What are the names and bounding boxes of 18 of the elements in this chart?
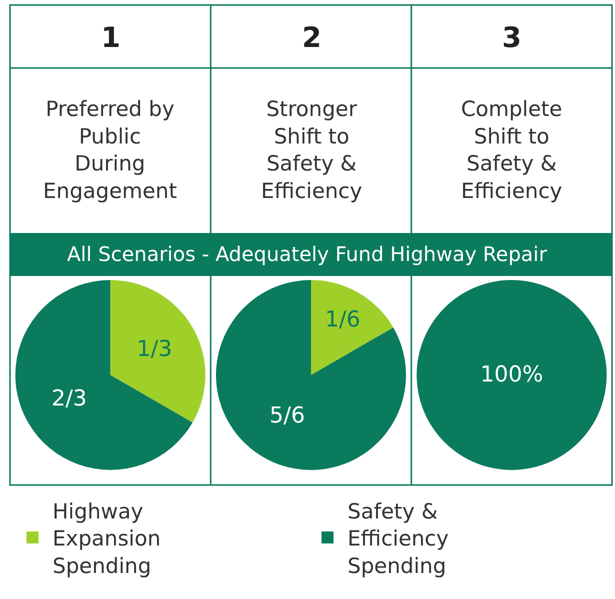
data-label: 5/6: [270, 404, 305, 429]
data-label: 100%: [480, 362, 544, 388]
pie-slice: [311, 280, 394, 375]
legend-label: Safety & Efficiency Spending: [348, 499, 449, 578]
data-label: 2/3: [51, 386, 87, 412]
pie-slice: [110, 280, 206, 422]
pie-slice: [15, 280, 193, 470]
chart-subtitle: Preferred by Public During Engagement: [43, 97, 177, 203]
chart-title: 2: [302, 21, 322, 54]
chart-title: 3: [502, 21, 522, 54]
pie-slice: [216, 280, 406, 470]
chart-subtitle: Complete Shift to Safety & Efficiency: [461, 97, 562, 203]
data-label: 1/3: [136, 337, 172, 362]
chart-title: 1: [101, 21, 120, 54]
chart-subtitle: Stronger Shift to Safety & Efficiency: [261, 97, 362, 203]
data-label: 1/6: [324, 308, 360, 333]
text: All Scenarios - Adequately Fund Highway Repair: [67, 242, 548, 266]
legend-label: Highway Expansion Spending: [52, 499, 161, 578]
